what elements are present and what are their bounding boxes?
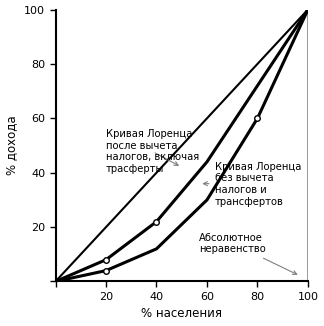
X-axis label: % населения: % населения [141,307,222,320]
Y-axis label: % дохода: % дохода [6,116,18,175]
Text: Кривая Лоренца
без вычета
налогов и
трансфертов: Кривая Лоренца без вычета налогов и тран… [203,162,301,207]
Text: Кривая Лоренца
после вычета
налогов, включая
трасферты: Кривая Лоренца после вычета налогов, вкл… [106,129,199,174]
Text: Абсолютное
неравенство: Абсолютное неравенство [199,233,297,274]
